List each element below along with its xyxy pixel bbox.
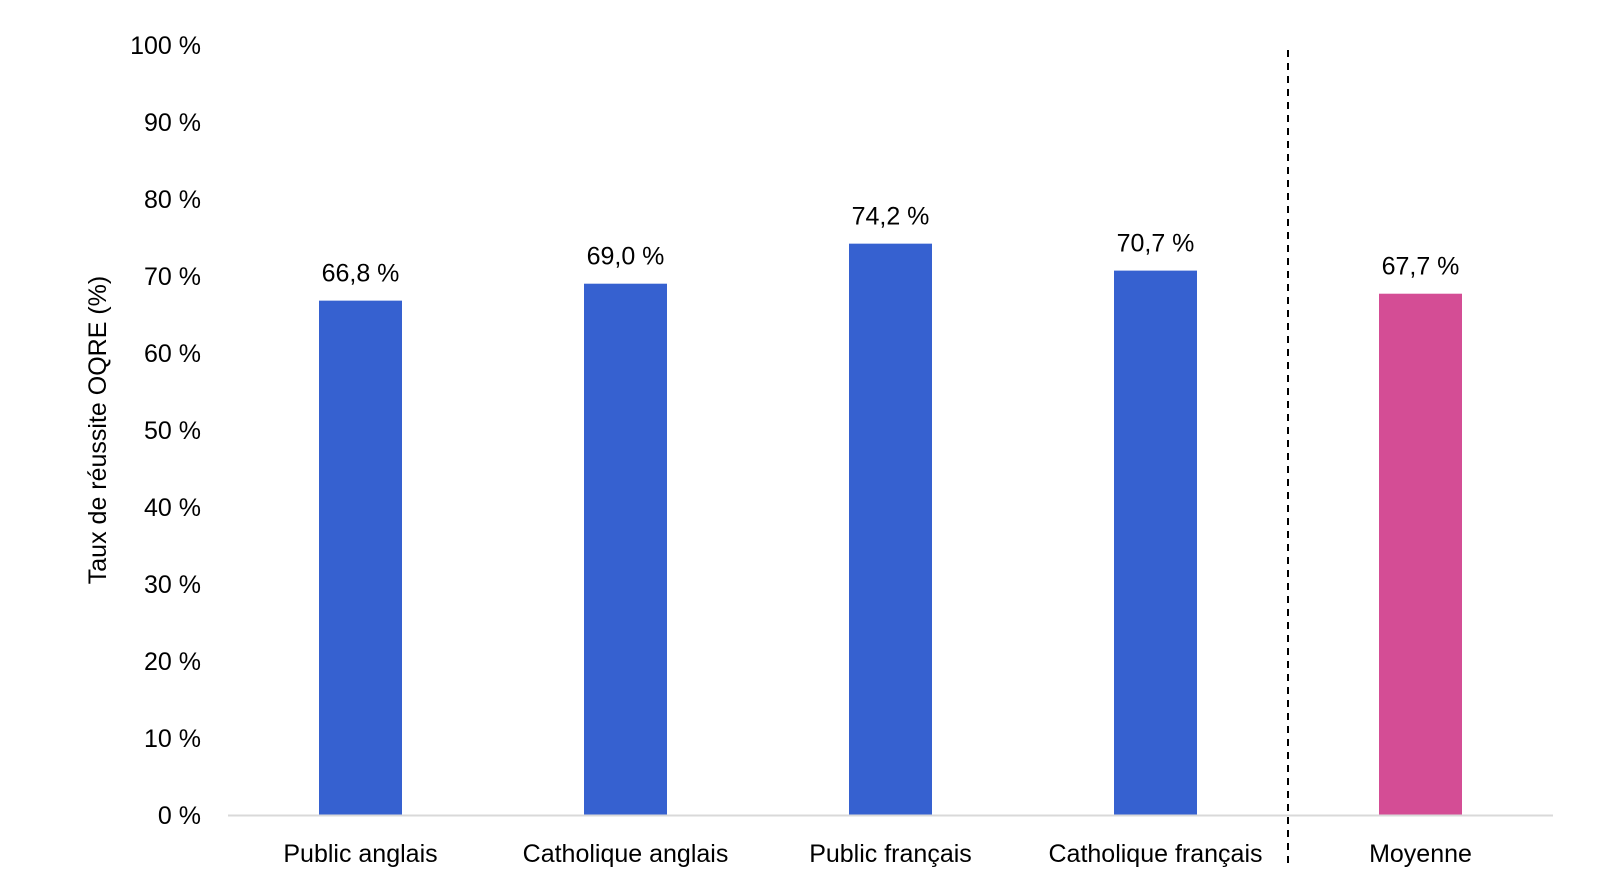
y-tick-label: 40 % [144,494,201,522]
y-tick-label: 90 % [144,109,201,137]
x-axis-categories: Public anglais Catholique anglais Public f… [283,840,1472,868]
y-axis-title: Taux de réussite OQRE (%) [84,276,112,584]
y-axis-ticks: 0 % 10 % 20 % 30 % 40 % 50 % 60 % 70 % 80 % 90 % 1… [130,32,201,830]
x-category-label: Catholique français [1048,840,1262,868]
bar-data-label: 69,0 % [587,243,665,271]
y-tick-label: 20 % [144,648,201,676]
bars-group [319,243,1462,816]
bar [584,283,667,815]
x-category-label: Catholique anglais [523,840,729,868]
x-category-label: Public français [809,840,972,868]
y-tick-label: 10 % [144,725,201,753]
y-tick-label: 60 % [144,340,201,368]
x-category-label: Moyenne [1369,840,1472,868]
bar [1114,270,1197,815]
bar [319,300,402,815]
bar-data-label: 67,7 % [1382,253,1460,281]
y-tick-label: 80 % [144,186,201,214]
bar-data-label: 70,7 % [1117,230,1195,258]
y-tick-label: 50 % [144,417,201,445]
y-tick-label: 0 % [158,802,201,830]
y-tick-label: 100 % [130,32,201,60]
bar-data-label: 74,2 % [852,203,930,231]
x-category-label: Public anglais [283,840,437,868]
bar [1379,293,1462,816]
bar [849,243,932,815]
data-labels-group: 66,8 % 69,0 % 74,2 % 70,7 % 67,7 % [322,203,1460,288]
y-tick-label: 30 % [144,571,201,599]
bar-data-label: 66,8 % [322,260,400,288]
y-tick-label: 70 % [144,263,201,291]
